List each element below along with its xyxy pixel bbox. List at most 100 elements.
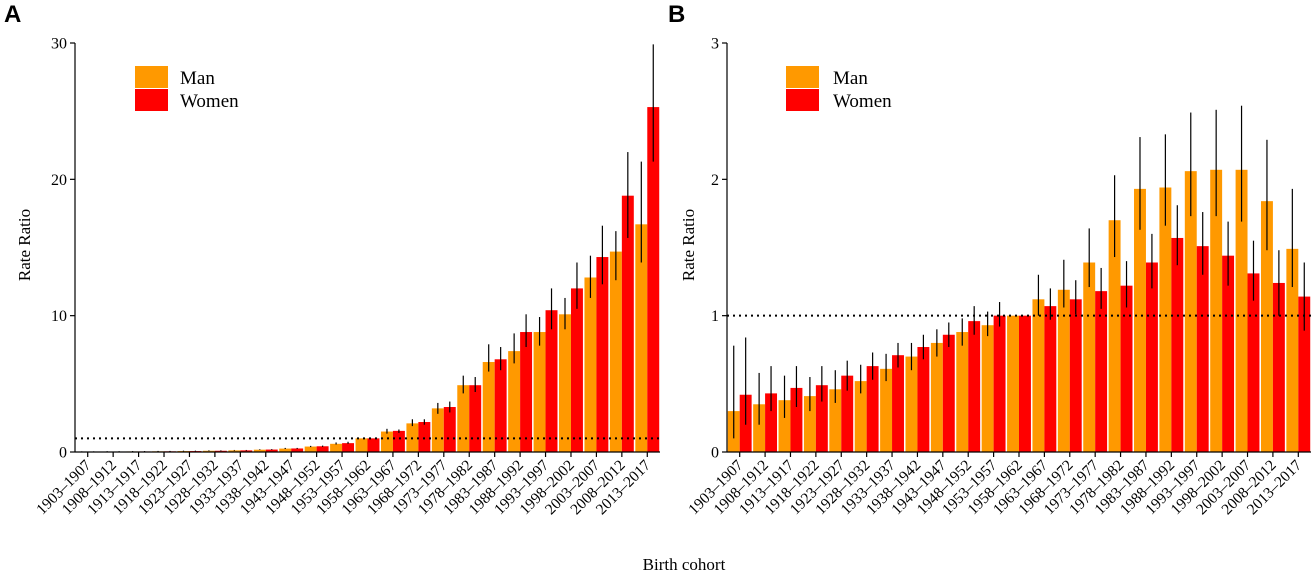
bar-women-3 <box>790 387 803 452</box>
bar-man-23 <box>1286 248 1299 452</box>
bar-women-9 <box>291 448 304 452</box>
bar-women-4 <box>815 385 828 452</box>
bar-women-16 <box>1120 285 1133 452</box>
bar-man-23 <box>635 224 648 452</box>
panel-a-letter: A <box>4 1 21 28</box>
bar-women-15 <box>443 407 456 452</box>
bar-women-15 <box>1095 291 1108 452</box>
bar-man-13 <box>380 431 393 452</box>
panel-a: A Rate Ratio 01020301903–19071908–191219… <box>4 1 660 518</box>
x-axis-title: Birth cohort <box>643 555 726 574</box>
bar-women-7 <box>892 355 904 452</box>
bar-women-13 <box>392 430 405 452</box>
bar-man-15 <box>431 408 444 452</box>
bar-women-5 <box>841 375 854 452</box>
bar-man-12 <box>1007 315 1019 452</box>
bar-women-6 <box>866 366 879 452</box>
y-tick-label: 3 <box>711 36 719 53</box>
legend-swatch-women <box>135 89 168 111</box>
bar-women-18 <box>1171 237 1184 452</box>
bar-man-12 <box>355 438 368 452</box>
bar-man-5 <box>829 389 842 452</box>
bar-man-20 <box>559 314 571 452</box>
bar-women-7 <box>240 450 253 452</box>
bar-man-9 <box>930 342 943 452</box>
panel-a-plot-area: 01020301903–19071908–19121913–19171918–1… <box>33 36 660 518</box>
bar-women-14 <box>1069 299 1082 452</box>
y-tick-label: 1 <box>711 308 719 325</box>
bar-women-19 <box>545 310 558 452</box>
bar-women-20 <box>570 288 583 452</box>
bar-women-11 <box>342 443 355 452</box>
y-tick-label: 30 <box>51 36 67 53</box>
bar-women-18 <box>520 332 533 452</box>
bar-man-7 <box>228 450 241 452</box>
bar-women-16 <box>469 385 482 452</box>
bar-man-21 <box>1235 169 1248 453</box>
bar-man-10 <box>956 332 969 452</box>
panel-a-legend: Man Women <box>135 66 239 112</box>
bar-man-6 <box>854 381 867 452</box>
bar-man-8 <box>905 356 918 452</box>
bar-man-19 <box>1184 171 1197 452</box>
bar-man-19 <box>533 332 546 452</box>
y-tick-label: 2 <box>711 172 719 189</box>
legend-label-man: Man <box>180 68 215 89</box>
bar-man-21 <box>584 277 597 452</box>
bar-man-17 <box>1134 188 1146 452</box>
legend-swatch-women <box>786 89 819 111</box>
panel-b: B Rate Ratio 01231903–19071908–19121913–… <box>668 1 1311 518</box>
bar-man-3 <box>778 400 791 452</box>
y-tick-label: 10 <box>51 308 67 325</box>
y-tick-label: 20 <box>51 172 67 189</box>
bar-man-14 <box>1057 289 1070 452</box>
bar-women-23 <box>647 107 660 452</box>
bar-man-15 <box>1083 262 1096 452</box>
bar-man-8 <box>253 449 266 452</box>
panel-b-y-axis-title: Rate Ratio <box>679 209 698 281</box>
bar-women-20 <box>1222 255 1235 452</box>
bar-women-6 <box>214 450 227 452</box>
bar-women-17 <box>1145 262 1158 452</box>
bar-women-9 <box>942 334 955 452</box>
bar-women-11 <box>993 315 1006 452</box>
bar-women-10 <box>968 321 981 452</box>
legend-swatch-man <box>135 66 168 88</box>
legend-swatch-man <box>786 66 819 88</box>
bar-man-18 <box>508 351 521 452</box>
bar-women-13 <box>1044 306 1057 452</box>
bar-man-22 <box>1260 201 1273 452</box>
bar-man-4 <box>803 396 816 452</box>
bar-man-2 <box>753 404 766 452</box>
y-tick-label: 0 <box>59 445 67 462</box>
panel-b-plot-area: 01231903–19071908–19121913–19171918–1922… <box>685 36 1311 518</box>
legend-label-women: Women <box>180 91 239 112</box>
bar-women-12 <box>1019 315 1031 452</box>
bar-man-20 <box>1210 169 1223 453</box>
bar-women-23 <box>1298 296 1311 452</box>
legend-label-man: Man <box>833 68 868 89</box>
legend-label-women: Women <box>833 91 892 112</box>
bar-man-9 <box>279 448 292 452</box>
bar-women-22 <box>1272 282 1285 452</box>
y-tick-label: 0 <box>711 445 719 462</box>
bar-man-16 <box>1108 220 1121 452</box>
panel-b-letter: B <box>668 1 685 28</box>
bar-man-11 <box>981 325 994 452</box>
bar-women-22 <box>621 195 634 452</box>
bar-women-21 <box>1247 273 1260 452</box>
bar-women-8 <box>917 347 930 452</box>
bar-man-11 <box>330 443 343 452</box>
bar-man-16 <box>457 385 470 452</box>
bar-man-18 <box>1159 187 1172 452</box>
bar-women-19 <box>1196 246 1209 452</box>
bar-women-17 <box>494 359 507 452</box>
bar-man-17 <box>482 362 495 452</box>
panel-a-y-axis-title: Rate Ratio <box>15 209 34 281</box>
bar-man-7 <box>880 368 893 452</box>
bar-man-10 <box>304 446 317 452</box>
bar-man-22 <box>609 251 622 452</box>
bar-women-14 <box>418 422 431 452</box>
bar-women-12 <box>367 438 380 452</box>
